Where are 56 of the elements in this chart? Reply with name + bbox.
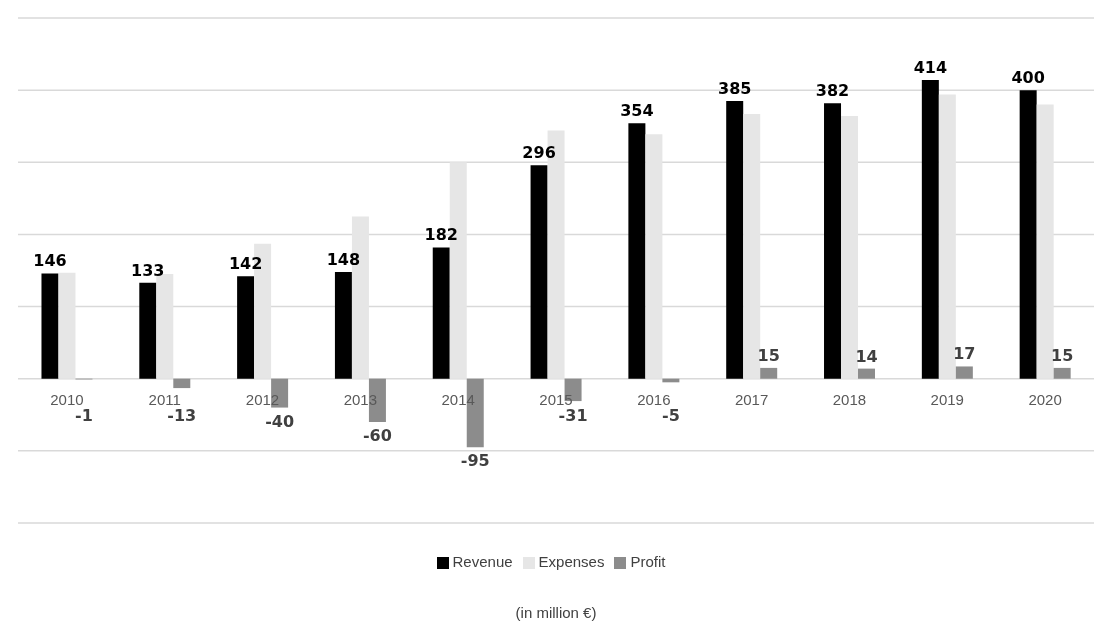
data-label: -5 (661, 405, 680, 425)
data-label: -40 (265, 411, 295, 431)
bar (139, 282, 157, 379)
bar (955, 366, 973, 379)
bar (530, 165, 548, 379)
bar (1036, 104, 1054, 379)
bar (841, 116, 859, 379)
bar (173, 378, 191, 389)
data-label: 382 (815, 81, 850, 101)
x-tick-label: 2010 (50, 390, 84, 408)
data-label: -60 (362, 426, 392, 445)
x-tick-label: 2017 (734, 390, 769, 408)
data-label: -95 (460, 451, 490, 471)
bar (432, 247, 450, 379)
data-label: 296 (522, 143, 556, 163)
bar (1019, 90, 1037, 379)
data-label: 182 (424, 225, 458, 245)
data-label: -1 (75, 405, 93, 425)
bar (628, 123, 646, 379)
data-label: 146 (33, 251, 67, 271)
data-label: 15 (757, 345, 780, 365)
bar (645, 134, 663, 379)
data-label: 148 (326, 249, 361, 269)
x-tick-label: 2018 (832, 390, 867, 408)
x-tick-label: 2011 (148, 390, 181, 408)
data-label: -13 (167, 405, 197, 425)
bar (1053, 367, 1071, 379)
bar (760, 367, 778, 379)
data-label: -31 (558, 405, 588, 425)
x-tick-label: 2019 (930, 390, 964, 408)
bar (938, 94, 956, 379)
bar (156, 274, 174, 379)
data-label: 142 (228, 254, 263, 274)
legend-label: Revenue (452, 553, 513, 570)
bar (334, 271, 352, 379)
data-label: 414 (913, 58, 948, 78)
text: (in million €) (514, 604, 598, 621)
bar (58, 272, 76, 379)
data-label: 354 (620, 101, 654, 121)
x-tick-label: 2016 (637, 390, 671, 408)
bar (726, 100, 744, 379)
bar (237, 276, 255, 379)
bar (824, 103, 842, 379)
legend-label: Expenses (538, 553, 605, 570)
bar (41, 273, 59, 379)
legend-label: Profit (630, 553, 666, 570)
data-label: 14 (855, 346, 878, 366)
bar (858, 368, 876, 379)
x-tick-label: 2020 (1028, 390, 1062, 408)
bar (921, 80, 939, 379)
data-label: 133 (131, 260, 165, 280)
data-label: 15 (1051, 345, 1074, 365)
bar (743, 113, 761, 379)
data-label: 400 (1011, 68, 1045, 88)
data-label: 17 (953, 344, 976, 364)
data-label: 385 (718, 78, 752, 98)
